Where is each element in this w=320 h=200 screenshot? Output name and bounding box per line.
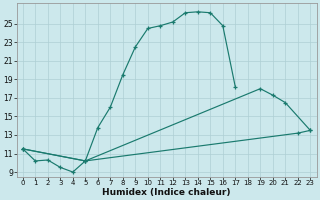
X-axis label: Humidex (Indice chaleur): Humidex (Indice chaleur)	[102, 188, 231, 197]
